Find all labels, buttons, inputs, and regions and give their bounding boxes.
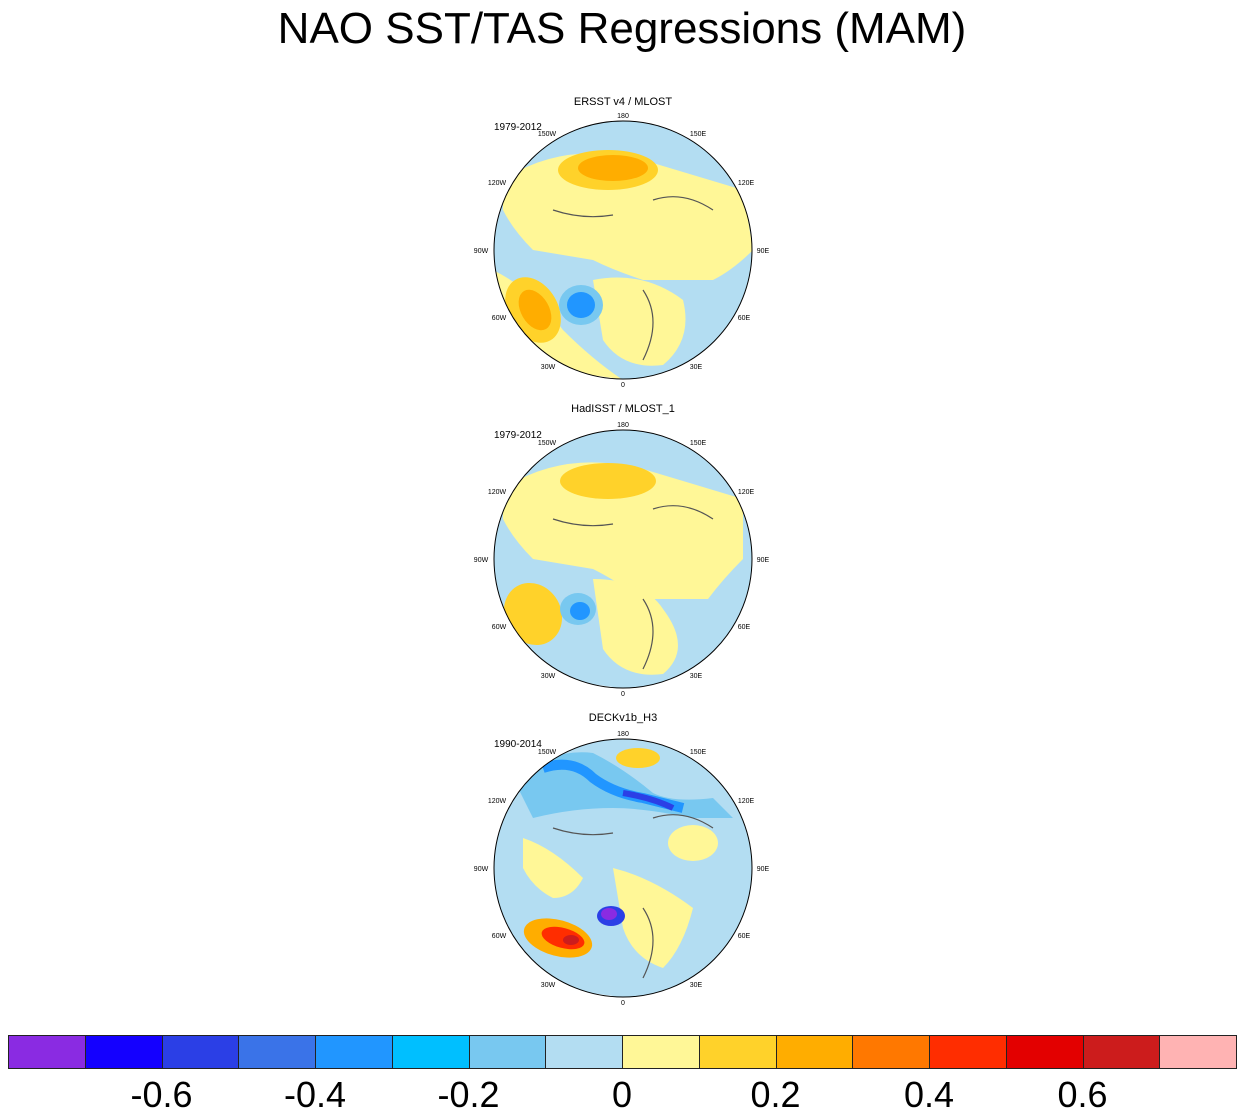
labrador-anomaly-core bbox=[570, 602, 590, 620]
colorbar-swatch bbox=[1005, 1035, 1084, 1069]
panel-title-ersst: ERSST v4 / MLOST bbox=[573, 96, 673, 108]
coastlines bbox=[552, 814, 714, 979]
lon-label-90w: 90W bbox=[473, 248, 489, 255]
bering-anomaly bbox=[616, 748, 660, 768]
lon-label-150w: 150W bbox=[537, 749, 557, 756]
colorbar-swatch bbox=[929, 1035, 1007, 1069]
polar-map-deck bbox=[493, 738, 753, 998]
lon-label-150e: 150E bbox=[689, 131, 707, 138]
lon-label-180: 180 bbox=[617, 422, 629, 429]
land-field bbox=[503, 153, 752, 280]
pacific-anomaly-core bbox=[578, 155, 648, 181]
colorbar-tick-label: 0.4 bbox=[903, 1074, 955, 1115]
lon-label-120e: 120E bbox=[737, 489, 755, 496]
panel-title-hadisst: HadISST / MLOST_1 bbox=[571, 403, 675, 415]
colorbar-tick-label: -0.4 bbox=[283, 1074, 347, 1115]
eurasia-field bbox=[613, 868, 693, 968]
lon-label-60w: 60W bbox=[491, 933, 507, 940]
labrador-anomaly-core bbox=[567, 292, 595, 318]
lon-label-120w: 120W bbox=[487, 489, 507, 496]
asia-field bbox=[668, 825, 718, 861]
colorbar-tick-label: 0 bbox=[611, 1074, 633, 1115]
lon-label-90e: 90E bbox=[756, 248, 770, 255]
lon-label-120e: 120E bbox=[737, 798, 755, 805]
lon-label-120w: 120W bbox=[487, 180, 507, 187]
lon-label-30e: 30E bbox=[689, 364, 703, 371]
atlantic-anomaly-core bbox=[518, 289, 552, 331]
colorbar-swatch bbox=[545, 1035, 623, 1069]
europe-field bbox=[593, 277, 686, 366]
siberia-anomaly-core bbox=[622, 790, 675, 811]
lon-label-150w: 150W bbox=[537, 440, 557, 447]
lon-label-150e: 150E bbox=[689, 440, 707, 447]
colorbar-tick-label: 0.2 bbox=[750, 1074, 801, 1115]
colorbar-swatch bbox=[238, 1035, 316, 1069]
colorbar-swatch bbox=[622, 1035, 700, 1069]
lon-label-90e: 90E bbox=[756, 866, 770, 873]
lon-label-120e: 120E bbox=[737, 180, 755, 187]
lon-label-150e: 150E bbox=[689, 749, 707, 756]
polar-map-ersst bbox=[493, 120, 753, 380]
colorbar-tick-label: 0.6 bbox=[1057, 1074, 1108, 1115]
colorbar-swatch bbox=[852, 1035, 930, 1069]
greenland-anomaly-core bbox=[601, 908, 617, 920]
polar-map-hadisst bbox=[493, 429, 753, 689]
lon-label-60e: 60E bbox=[737, 315, 751, 322]
lon-label-30w: 30W bbox=[540, 673, 556, 680]
lon-label-60w: 60W bbox=[491, 315, 507, 322]
colorbar-swatch bbox=[1159, 1035, 1237, 1069]
lon-label-30w: 30W bbox=[540, 982, 556, 989]
atlantic-anomaly-peak bbox=[563, 935, 579, 945]
lon-label-30e: 30E bbox=[689, 673, 703, 680]
panel-period-hadisst: 1979-2012 bbox=[494, 430, 542, 441]
colorbar-swatch bbox=[391, 1035, 470, 1069]
lon-label-120w: 120W bbox=[487, 798, 507, 805]
lon-label-0: 0 bbox=[621, 691, 625, 698]
lon-label-60e: 60E bbox=[737, 624, 751, 631]
panel-title-deck: DECKv1b_H3 bbox=[588, 712, 658, 724]
lon-label-180: 180 bbox=[617, 731, 629, 738]
panel-period-ersst: 1979-2012 bbox=[494, 122, 542, 133]
coastlines bbox=[552, 505, 714, 670]
lon-label-90w: 90W bbox=[473, 866, 489, 873]
lon-label-30e: 30E bbox=[689, 982, 703, 989]
colorbar-tick-label: -0.2 bbox=[437, 1074, 500, 1115]
lon-label-60w: 60W bbox=[491, 624, 507, 631]
lon-label-90w: 90W bbox=[473, 557, 489, 564]
atlantic-anomaly bbox=[503, 582, 563, 646]
lon-label-90e: 90E bbox=[756, 557, 770, 564]
coastlines bbox=[552, 196, 714, 361]
colorbar-swatch bbox=[698, 1035, 777, 1069]
land-field bbox=[503, 462, 743, 599]
colorbar bbox=[8, 1035, 1237, 1069]
north-america-field bbox=[523, 838, 583, 898]
colorbar-swatch bbox=[161, 1035, 240, 1069]
pacific-anomaly bbox=[560, 463, 656, 499]
colorbar-swatch bbox=[468, 1035, 547, 1069]
lon-label-60e: 60E bbox=[737, 933, 751, 940]
lon-label-30w: 30W bbox=[540, 364, 556, 371]
lon-label-0: 0 bbox=[621, 1000, 625, 1007]
colorbar-tick-label: -0.6 bbox=[130, 1074, 193, 1115]
lon-label-180: 180 bbox=[617, 113, 629, 120]
panel-period-deck: 1990-2014 bbox=[494, 739, 542, 750]
colorbar-swatch bbox=[84, 1035, 163, 1069]
lon-label-0: 0 bbox=[621, 382, 625, 389]
colorbar-swatch bbox=[8, 1035, 86, 1069]
lon-label-150w: 150W bbox=[537, 131, 557, 138]
colorbar-swatch bbox=[1082, 1035, 1161, 1069]
figure-title: NAO SST/TAS Regressions (MAM) bbox=[277, 4, 967, 53]
europe-field bbox=[593, 579, 678, 675]
colorbar-swatch bbox=[315, 1035, 393, 1069]
colorbar-swatch bbox=[775, 1035, 854, 1069]
